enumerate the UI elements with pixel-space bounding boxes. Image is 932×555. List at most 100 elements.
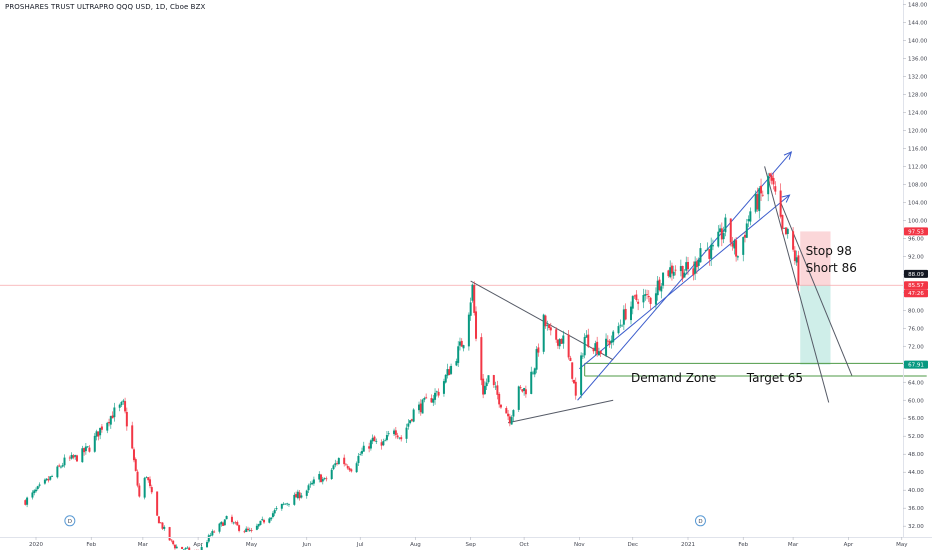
candle-body xyxy=(101,427,103,430)
candle-body xyxy=(546,325,548,326)
y-tick-label: 120.00 xyxy=(908,128,928,134)
candle xyxy=(243,530,245,533)
candle xyxy=(459,338,461,351)
candle-body xyxy=(88,448,90,452)
candle-body xyxy=(51,476,53,477)
candle-body xyxy=(685,262,687,271)
candle xyxy=(263,519,265,524)
candle xyxy=(208,534,210,543)
candle-body xyxy=(384,440,386,441)
candle xyxy=(245,526,247,532)
candle-body xyxy=(455,361,457,365)
candle xyxy=(609,339,611,348)
candle xyxy=(71,452,73,459)
candle xyxy=(486,379,488,390)
candle xyxy=(94,433,96,453)
candle xyxy=(425,394,427,399)
y-tick-label: 60.00 xyxy=(908,398,924,404)
candle xyxy=(349,467,351,472)
x-tick-label: Oct xyxy=(519,542,529,548)
candle-body xyxy=(487,375,489,382)
candle-body xyxy=(669,267,671,277)
candle xyxy=(438,388,440,397)
candle-body xyxy=(286,503,288,504)
candle-body xyxy=(359,454,361,455)
candle-body xyxy=(420,404,422,413)
candle xyxy=(106,422,108,433)
candle-body xyxy=(434,393,436,400)
candle-body xyxy=(258,524,260,526)
candle xyxy=(512,409,514,421)
candle xyxy=(74,455,76,460)
candle-body xyxy=(247,529,249,530)
candle xyxy=(169,527,171,541)
candle-body xyxy=(644,294,646,296)
candle-body xyxy=(493,375,495,385)
candle xyxy=(256,524,258,531)
candle-body xyxy=(735,240,737,256)
candle-body xyxy=(536,349,538,370)
candle xyxy=(673,266,675,279)
candle-body xyxy=(238,525,240,531)
candle xyxy=(170,539,172,542)
candle-body xyxy=(657,281,659,295)
candle xyxy=(430,394,432,402)
candle xyxy=(748,215,750,227)
candle-body xyxy=(99,428,101,435)
candle xyxy=(418,402,420,414)
candle-body xyxy=(83,448,85,452)
candle xyxy=(612,330,614,345)
candle-body xyxy=(705,250,707,251)
candle-body xyxy=(532,373,534,374)
candle-body xyxy=(356,463,358,472)
candle xyxy=(112,411,114,418)
candle-body xyxy=(97,431,99,436)
y-tick-label: 148.00 xyxy=(908,2,928,8)
candle xyxy=(62,463,64,468)
candle-body xyxy=(769,173,771,176)
candle-body xyxy=(245,529,247,532)
annotation-text: Demand Zone xyxy=(631,371,716,385)
y-tick-label: 32.00 xyxy=(908,524,924,530)
candle-body xyxy=(630,307,632,320)
candle-body xyxy=(58,465,60,466)
candle xyxy=(521,389,523,392)
candle-body xyxy=(345,465,347,466)
candle-body xyxy=(698,260,700,266)
candle-body xyxy=(272,513,274,517)
candle xyxy=(484,381,486,395)
annotation-text: Target 65 xyxy=(746,371,803,385)
candle xyxy=(133,447,135,462)
candle xyxy=(176,544,178,548)
candle xyxy=(236,521,238,526)
candle xyxy=(311,480,313,485)
candle-body xyxy=(299,492,301,498)
candle xyxy=(293,493,295,506)
candle xyxy=(534,368,536,378)
candle-body xyxy=(694,261,696,273)
candle xyxy=(286,503,288,506)
candle xyxy=(108,419,110,427)
candle-body xyxy=(81,448,83,462)
candle-body xyxy=(309,484,311,485)
candle xyxy=(161,522,163,530)
candle-body xyxy=(468,315,470,347)
candle xyxy=(482,374,484,398)
candle-body xyxy=(708,249,710,259)
candle-body xyxy=(737,256,739,257)
candle xyxy=(470,298,472,321)
candle-body xyxy=(382,441,384,445)
candle xyxy=(151,485,153,494)
candle xyxy=(35,487,37,492)
candle-body xyxy=(569,358,571,361)
y-tick-label: 96.00 xyxy=(908,236,924,242)
candle-body xyxy=(559,339,561,346)
candle-body xyxy=(755,194,757,212)
candle-body xyxy=(498,394,500,404)
candle xyxy=(518,386,520,412)
y-tick-label: 140.00 xyxy=(908,38,928,44)
candle xyxy=(447,364,449,379)
candle-body xyxy=(39,484,41,485)
